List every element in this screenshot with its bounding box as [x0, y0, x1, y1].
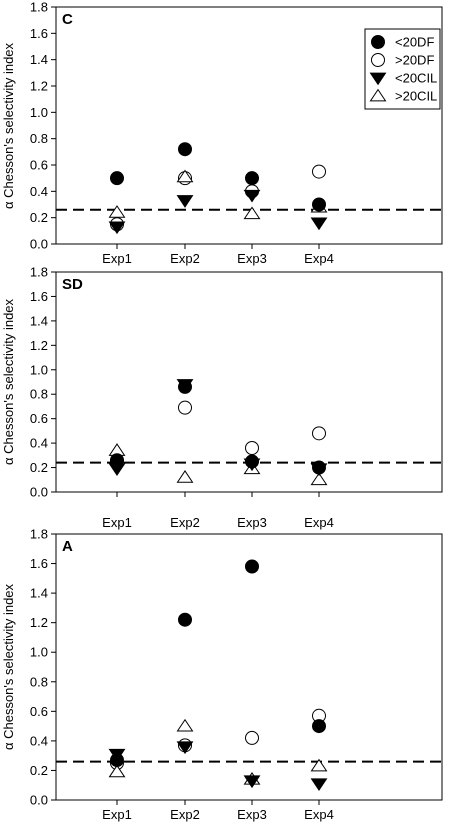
point-gt20df-exp4 [312, 164, 326, 179]
y-axis-label: α Chesson's selectivity index [1, 42, 16, 209]
x-tick-label: Exp2 [170, 251, 200, 266]
point-lt20cil-exp4 [310, 778, 328, 792]
y-tick-label: 0.0 [30, 793, 48, 808]
y-tick-label: 1.0 [30, 105, 48, 120]
point-lt20df-exp2 [178, 612, 192, 627]
point-gt20cil-exp1 [108, 764, 126, 778]
point-lt20cil-exp1 [108, 748, 126, 762]
x-tick-label: Exp1 [102, 515, 132, 530]
plot-frame [55, 6, 443, 245]
y-tick-label: 0.8 [30, 387, 48, 402]
point-gt20cil-exp2 [176, 718, 194, 732]
legend-marker-lt20df [371, 35, 385, 49]
y-tick-label: 0.2 [30, 763, 48, 778]
y-tick-label: 1.8 [30, 0, 48, 15]
point-lt20df-exp3 [245, 559, 259, 574]
point-lt20df-exp3 [245, 171, 259, 186]
legend: <20DF >20DF <20CIL >20CIL [364, 28, 441, 110]
plot-frame [55, 533, 443, 801]
legend-label-lt20df: <20DF [395, 35, 434, 50]
y-tick-label: 1.0 [30, 645, 48, 660]
y-tick-label: 1.2 [30, 338, 48, 353]
point-lt20cil-exp2 [176, 379, 194, 392]
y-tick-label: 1.4 [30, 586, 48, 601]
plot-frame [55, 271, 443, 493]
chart-panel-sd: 0.0 0.2 0.4 0.6 0.8 1.0 1.2 1.4 1.6 1.8 Exp1 Exp2 Ex… [1, 265, 443, 530]
y-tick-label: 0.4 [30, 436, 48, 451]
point-lt20df-exp4 [312, 719, 326, 734]
point-lt20cil-exp2 [176, 741, 194, 755]
y-tick-label: 0.6 [30, 158, 48, 173]
y-tick-label: 1.8 [30, 265, 48, 280]
legend-marker-gt20cil [369, 88, 387, 102]
point-gt20cil-exp4 [310, 758, 328, 772]
x-tick-label: Exp3 [237, 251, 267, 266]
y-tick-label: 1.8 [30, 527, 48, 542]
legend-label-gt20cil: >20CIL [395, 89, 437, 104]
y-tick-label: 0.0 [30, 485, 48, 500]
y-tick-label: 1.4 [30, 313, 48, 328]
point-gt20cil-exp3 [243, 206, 261, 220]
x-tick-label: Exp1 [102, 807, 132, 822]
y-tick-label: 0.0 [30, 237, 48, 252]
point-lt20cil-exp4 [310, 463, 328, 477]
point-lt20cil-exp3 [243, 458, 261, 472]
point-gt20cil-exp1 [108, 205, 126, 218]
x-tick-label: Exp1 [102, 251, 132, 266]
y-axis-label: α Chesson's selectivity index [1, 583, 16, 750]
point-lt20df-exp1 [110, 171, 124, 186]
point-lt20cil-exp3 [243, 189, 261, 203]
y-tick-label: 1.2 [30, 615, 48, 630]
x-tick-label: Exp3 [237, 807, 267, 822]
point-lt20cil-exp3 [243, 775, 261, 789]
point-lt20cil-exp4 [310, 217, 328, 231]
legend-label-gt20df: >20DF [395, 53, 434, 68]
y-tick-label: 1.6 [30, 289, 48, 304]
point-lt20cil-exp1 [108, 221, 126, 235]
y-tick-label: 1.6 [30, 556, 48, 571]
y-tick-label: 0.6 [30, 411, 48, 426]
y-tick-label: 0.2 [30, 210, 48, 225]
panel-label: A [62, 538, 73, 555]
y-tick-label: 0.8 [30, 674, 48, 689]
y-tick-label: 1.6 [30, 26, 48, 41]
point-gt20cil-exp2 [176, 470, 194, 483]
x-tick-label: Exp4 [304, 807, 334, 822]
x-tick-label: Exp4 [304, 515, 334, 530]
point-lt20cil-exp1 [108, 463, 126, 477]
point-gt20df-exp3 [245, 730, 259, 745]
point-gt20df-exp3 [245, 441, 259, 455]
x-tick-label: Exp2 [170, 515, 200, 530]
legend-marker-lt20cil [369, 72, 387, 86]
y-tick-label: 0.6 [30, 704, 48, 719]
point-gt20df-exp4 [312, 426, 326, 441]
panel-label: SD [62, 276, 83, 293]
x-tick-label: Exp3 [237, 515, 267, 530]
panel-label: C [62, 11, 73, 28]
chart-panel-c: 0.0 0.2 0.4 0.6 0.8 1.0 1.2 1.4 1.6 1.8 Exp1 Exp2 Ex… [1, 0, 443, 266]
point-gt20df-exp2 [178, 400, 192, 415]
point-gt20cil-exp2 [176, 169, 194, 183]
y-axis-label: α Chesson's selectivity index [1, 298, 16, 465]
y-tick-label: 1.0 [30, 362, 48, 377]
y-tick-label: 0.8 [30, 131, 48, 146]
point-lt20cil-exp2 [176, 195, 194, 208]
x-tick-label: Exp2 [170, 807, 200, 822]
point-lt20df-exp4 [312, 197, 326, 212]
x-tick-label: Exp4 [304, 251, 334, 266]
legend-marker-gt20df [371, 53, 385, 67]
y-tick-label: 1.2 [30, 79, 48, 94]
y-tick-label: 0.4 [30, 184, 48, 199]
point-lt20df-exp2 [178, 142, 192, 157]
y-tick-label: 0.2 [30, 460, 48, 475]
y-tick-label: 1.4 [30, 52, 48, 67]
point-gt20cil-exp4 [310, 472, 328, 486]
y-tick-label: 0.4 [30, 733, 48, 748]
chart-panel-a: 0.0 0.2 0.4 0.6 0.8 1.0 1.2 1.4 1.6 1.8 Exp1 Exp2 Ex… [1, 527, 443, 822]
legend-label-lt20cil: <20CIL [395, 71, 437, 86]
